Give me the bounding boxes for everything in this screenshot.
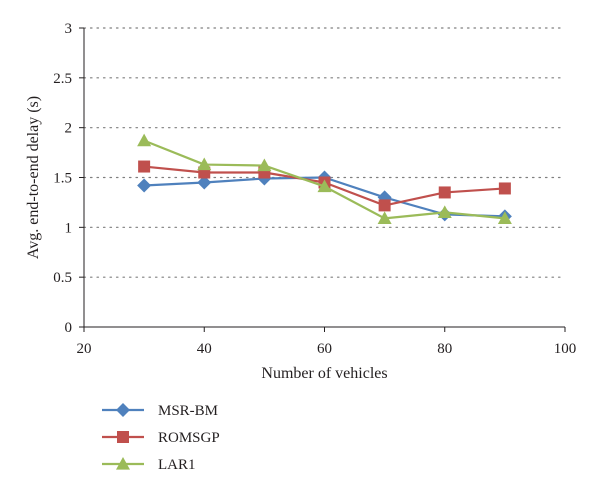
data-point-lar1 [497, 211, 512, 224]
axes [79, 27, 566, 332]
y-tick-label: 2 [65, 121, 73, 137]
tick-labels: 0 0.5 1 1.5 2 2.5 3 20 40 60 80 100 [53, 21, 576, 357]
data-point-lar1 [377, 211, 392, 224]
legend-marker-lar1 [116, 457, 130, 470]
y-axis-label: Avg. end-to-end delay (s) [25, 96, 42, 259]
plot-area [137, 133, 512, 224]
data-point-lar1 [437, 205, 452, 218]
y-tick-label: 0 [65, 320, 73, 336]
legend-marker-msr-bm [116, 403, 130, 417]
legend-item-lar1: LAR1 [102, 457, 196, 473]
data-point-romsgp [378, 199, 391, 212]
legend-label-romsgp: ROMSGP [158, 430, 220, 446]
series-lar1 [137, 133, 512, 224]
y-tick-label: 2.5 [53, 71, 72, 87]
y-tick-label: 3 [65, 21, 73, 37]
data-point-lar1 [137, 133, 152, 147]
y-tick-label: 0.5 [53, 270, 72, 286]
legend-marker-romsgp [117, 431, 129, 443]
x-axis-label: Number of vehicles [261, 365, 387, 382]
legend-item-msr-bm: MSR-BM [102, 403, 218, 419]
data-point-lar1 [317, 179, 332, 193]
data-point-lar1 [197, 157, 212, 171]
gridlines [83, 27, 566, 278]
data-point-romsgp [138, 160, 151, 173]
x-tick-label: 40 [197, 341, 212, 357]
data-point-lar1 [257, 158, 272, 172]
legend-label-lar1: LAR1 [158, 457, 196, 473]
data-point-msr-bm [197, 175, 212, 190]
x-tick-label: 80 [437, 341, 452, 357]
data-point-romsgp [438, 186, 451, 199]
legend-item-romsgp: ROMSGP [102, 430, 220, 446]
x-tick-label: 20 [77, 341, 92, 357]
y-tick-label: 1.5 [53, 171, 72, 187]
data-point-msr-bm [137, 178, 152, 193]
legend: MSR-BM ROMSGP LAR1 [102, 403, 220, 473]
y-tick-label: 1 [65, 220, 73, 236]
x-tick-label: 100 [554, 341, 577, 357]
x-tick-label: 60 [317, 341, 332, 357]
data-point-romsgp [498, 182, 511, 195]
legend-label-msr-bm: MSR-BM [158, 403, 218, 419]
